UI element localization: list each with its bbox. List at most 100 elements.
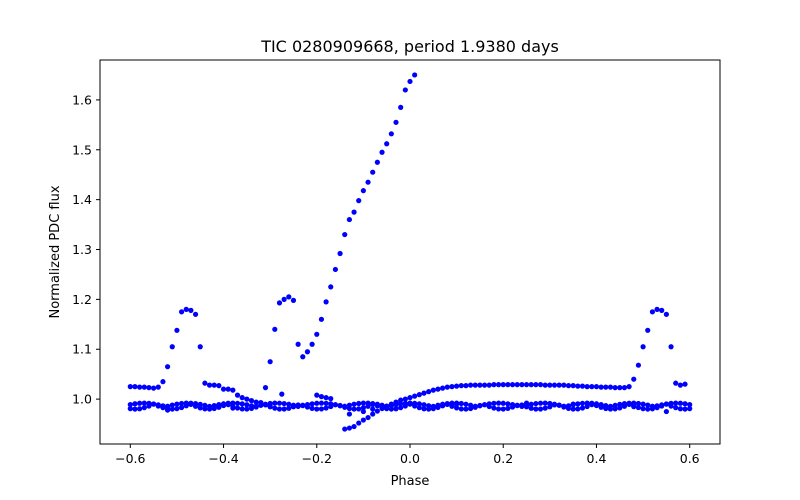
data-point	[146, 385, 152, 391]
data-point	[537, 400, 544, 406]
data-point	[575, 406, 581, 412]
data-point	[360, 400, 366, 406]
data-point	[220, 386, 227, 392]
data-point	[435, 402, 441, 408]
data-point	[155, 384, 161, 390]
data-point	[575, 401, 581, 407]
data-point	[337, 403, 343, 409]
data-point	[607, 403, 614, 410]
data-point	[668, 344, 674, 350]
data-point	[500, 382, 506, 388]
data-point	[617, 401, 623, 407]
data-point	[169, 344, 175, 350]
y-tick-label: 1.1	[72, 342, 92, 357]
data-point	[551, 382, 558, 388]
data-point	[332, 402, 339, 408]
data-point	[141, 384, 147, 390]
data-point	[370, 169, 376, 175]
data-point	[230, 400, 236, 406]
data-point	[682, 401, 688, 407]
data-point	[598, 384, 604, 390]
data-point	[584, 384, 590, 390]
data-point	[342, 231, 348, 238]
data-point	[379, 402, 385, 408]
data-point	[318, 406, 325, 412]
data-point	[537, 406, 544, 412]
data-point	[360, 405, 366, 411]
data-point	[174, 401, 180, 407]
data-point	[164, 403, 171, 409]
data-point	[500, 406, 506, 412]
data-point	[421, 406, 427, 412]
data-point	[523, 382, 530, 388]
data-point	[556, 402, 562, 408]
data-point	[402, 400, 408, 406]
data-point	[356, 400, 362, 407]
data-point	[169, 402, 175, 408]
data-point	[351, 423, 357, 430]
data-point	[533, 382, 539, 388]
data-point	[393, 119, 399, 125]
data-point	[169, 406, 175, 412]
data-point	[495, 400, 502, 406]
data-point	[449, 400, 455, 406]
data-point	[248, 398, 255, 404]
data-point	[421, 402, 427, 408]
data-point	[314, 406, 320, 412]
data-point	[267, 400, 273, 407]
data-point	[253, 403, 259, 409]
data-point	[635, 362, 642, 368]
data-point	[547, 382, 553, 388]
data-point	[645, 406, 651, 412]
data-point	[388, 131, 394, 137]
data-point	[481, 402, 488, 408]
y-tick-label: 1.3	[72, 242, 92, 257]
data-point	[328, 284, 334, 290]
data-point	[440, 401, 446, 407]
data-point	[365, 179, 371, 185]
data-point	[206, 382, 213, 388]
data-point	[300, 354, 306, 360]
y-tick-label: 1.2	[72, 292, 92, 307]
data-point	[412, 72, 418, 78]
data-point	[640, 344, 646, 350]
data-point	[178, 404, 185, 411]
data-point	[216, 383, 222, 389]
data-point	[174, 406, 180, 412]
data-point	[495, 406, 502, 412]
x-axis-label: Phase	[391, 474, 430, 489]
data-point	[435, 386, 441, 392]
data-point	[542, 382, 548, 388]
data-point	[561, 382, 567, 388]
data-point	[673, 380, 679, 386]
data-point	[444, 384, 450, 390]
data-point	[477, 403, 483, 409]
data-point	[272, 400, 278, 406]
data-point	[258, 402, 264, 408]
data-point	[416, 392, 422, 398]
data-point	[649, 403, 656, 409]
data-point	[528, 382, 534, 388]
data-point	[304, 402, 311, 408]
data-point	[533, 400, 539, 407]
data-point	[472, 403, 478, 409]
x-tick-label: 0.6	[680, 451, 700, 466]
data-point	[248, 403, 255, 409]
data-point	[253, 399, 259, 405]
data-point	[370, 411, 376, 417]
data-point	[211, 403, 217, 409]
data-point	[412, 393, 418, 399]
data-point	[346, 425, 352, 431]
data-point	[132, 401, 138, 407]
data-point	[472, 382, 478, 388]
data-point	[561, 403, 567, 409]
data-point	[398, 397, 404, 403]
data-point	[426, 403, 432, 409]
data-point	[374, 408, 380, 414]
data-point	[537, 382, 544, 388]
data-point	[178, 400, 185, 407]
data-point	[384, 403, 390, 409]
data-point	[486, 382, 492, 388]
y-tick-label: 1.0	[72, 392, 92, 407]
